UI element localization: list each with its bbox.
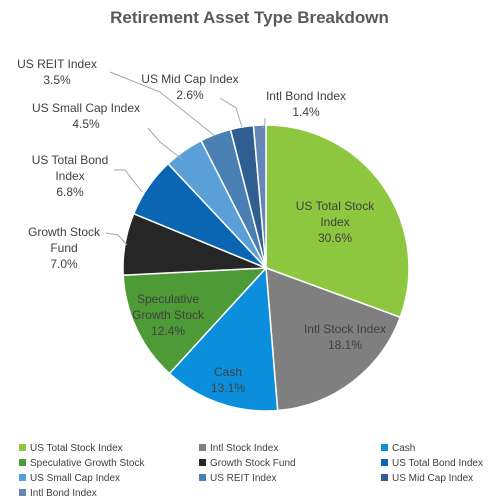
leader-line-us-reit-index [109, 71, 216, 137]
legend-swatch [381, 474, 388, 481]
legend-swatch [19, 474, 26, 481]
legend-swatch [19, 459, 26, 466]
pie-slice-intl-bond-index [252, 124, 267, 269]
data-label-us-total-bond-index: US Total Bond Index 6.8% [32, 153, 109, 199]
pie-slice-speculative-growth-stock [122, 267, 268, 375]
legend-label: Cash [392, 443, 416, 454]
legend-label: Intl Bond Index [30, 488, 97, 499]
pie-slice-intl-stock-index [265, 266, 402, 412]
data-label-us-mid-cap-index: US Mid Cap Index 2.6% [141, 72, 238, 102]
pie-slice-us-total-stock-index [265, 124, 410, 319]
leader-line-intl-bond-index [262, 118, 266, 129]
data-label-intl-bond-index: Intl Bond Index 1.4% [266, 89, 346, 119]
legend-swatch [199, 474, 206, 481]
leader-line-us-small-cap-index [147, 127, 184, 161]
legend-label: US Total Stock Index [30, 443, 123, 454]
legend-swatch [19, 444, 26, 451]
leader-line-us-mid-cap-index [219, 97, 243, 128]
legend-item-us-total-bond-index: US Total Bond Index [381, 458, 483, 470]
legend-swatch [381, 444, 388, 451]
legend-label: Intl Stock Index [210, 443, 279, 454]
legend-label: US Mid Cap Index [392, 473, 474, 484]
legend-item-intl-bond-index: Intl Bond Index [19, 488, 97, 500]
legend-item-us-reit-index: US REIT Index [199, 473, 277, 485]
data-label-us-small-cap-index: US Small Cap Index 4.5% [32, 101, 140, 131]
data-label-speculative-growth-stock: Speculative Growth Stock 12.4% [132, 292, 205, 338]
leader-line-us-total-bond-index [114, 169, 143, 193]
legend-item-speculative-growth-stock: Speculative Growth Stock [19, 458, 145, 470]
pie-slice-cash [168, 266, 279, 412]
legend-swatch [199, 444, 206, 451]
legend-item-us-mid-cap-index: US Mid Cap Index [381, 473, 473, 485]
legend-label: US REIT Index [210, 473, 277, 484]
leader-line-growth-stock-fund [105, 232, 128, 246]
legend-label: US Total Bond Index [392, 458, 483, 469]
legend-swatch [199, 459, 206, 466]
legend-swatch [19, 489, 26, 496]
data-label-us-total-stock-index: US Total Stock Index 30.6% [296, 199, 375, 245]
data-label-growth-stock-fund: Growth Stock Fund 7.0% [28, 225, 101, 271]
legend-label: Speculative Growth Stock [30, 458, 145, 469]
legend-item-intl-stock-index: Intl Stock Index [199, 443, 278, 455]
data-label-us-reit-index: US REIT Index 3.5% [17, 57, 97, 87]
legend-item-growth-stock-fund: Growth Stock Fund [199, 458, 296, 470]
legend-label: US Small Cap Index [30, 473, 121, 484]
legend-swatch [381, 459, 388, 466]
legend-item-us-total-stock-index: US Total Stock Index [19, 443, 123, 455]
legend-item-us-small-cap-index: US Small Cap Index [19, 473, 120, 485]
data-label-intl-stock-index: Intl Stock Index 18.1% [304, 322, 386, 352]
legend-item-cash: Cash [381, 443, 415, 455]
chart-title: Retirement Asset Type Breakdown [110, 8, 389, 27]
data-label-cash: Cash 13.1% [211, 365, 245, 395]
legend-label: Growth Stock Fund [210, 458, 296, 469]
